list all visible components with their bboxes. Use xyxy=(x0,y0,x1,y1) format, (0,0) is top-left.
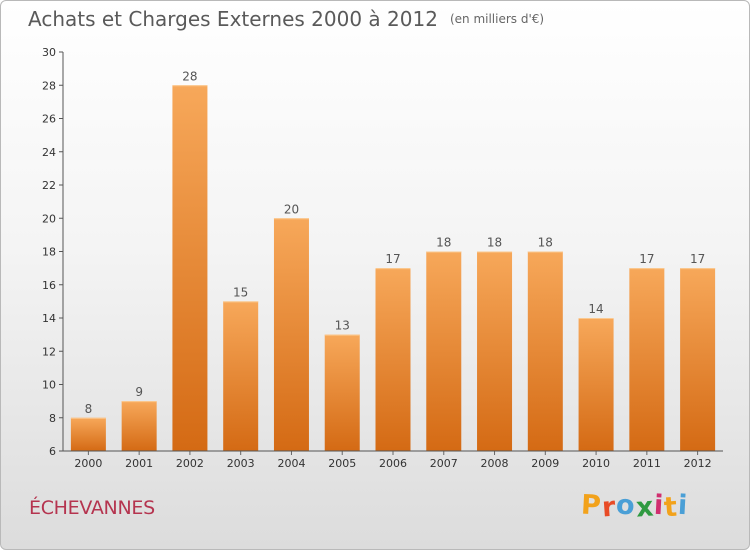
value-label-2012: 17 xyxy=(690,252,705,266)
logo-letter: i xyxy=(677,489,690,522)
y-tick-label-22: 22 xyxy=(42,179,56,192)
y-tick-label-26: 26 xyxy=(42,113,56,126)
x-tick-label-2002: 2002 xyxy=(176,457,204,470)
x-tick-label-2004: 2004 xyxy=(277,457,305,470)
value-label-2009: 18 xyxy=(538,236,553,250)
x-tick-label-2010: 2010 xyxy=(582,457,610,470)
y-tick-label-8: 8 xyxy=(49,412,56,425)
bar-2000 xyxy=(70,417,106,451)
bar-2010 xyxy=(578,318,614,451)
y-tick-label-12: 12 xyxy=(42,345,56,358)
x-tick-label-2011: 2011 xyxy=(633,457,661,470)
bar-2002 xyxy=(172,85,208,451)
y-tick-label-28: 28 xyxy=(42,79,56,92)
y-tick-label-20: 20 xyxy=(42,212,56,225)
value-label-2002: 28 xyxy=(182,69,197,83)
bar-2009 xyxy=(527,251,563,451)
bar-2012 xyxy=(680,268,716,451)
bar-2007 xyxy=(426,251,462,451)
bar-2006 xyxy=(375,268,411,451)
bar-2005 xyxy=(324,334,360,451)
value-label-2005: 13 xyxy=(335,319,350,333)
x-tick-label-2000: 2000 xyxy=(74,457,102,470)
x-tick-label-2001: 2001 xyxy=(125,457,153,470)
y-tick-label-14: 14 xyxy=(42,312,56,325)
x-tick-label-2009: 2009 xyxy=(531,457,559,470)
bar-2011 xyxy=(629,268,665,451)
value-label-2004: 20 xyxy=(284,202,299,216)
x-tick-label-2006: 2006 xyxy=(379,457,407,470)
y-tick-label-18: 18 xyxy=(42,246,56,259)
x-tick-label-2012: 2012 xyxy=(684,457,712,470)
value-label-2000: 8 xyxy=(85,402,93,416)
bar-2001 xyxy=(121,401,157,451)
logo-letter: P xyxy=(580,489,603,522)
bar-2004 xyxy=(273,218,309,451)
value-label-2006: 17 xyxy=(385,252,400,266)
y-tick-label-30: 30 xyxy=(42,46,56,59)
value-label-2001: 9 xyxy=(135,385,143,399)
value-label-2010: 14 xyxy=(588,302,603,316)
x-tick-label-2005: 2005 xyxy=(328,457,356,470)
bar-2003 xyxy=(223,301,259,451)
bar-2008 xyxy=(477,251,513,451)
commune-name: ÉCHEVANNES xyxy=(29,497,155,519)
x-tick-label-2003: 2003 xyxy=(227,457,255,470)
value-label-2008: 18 xyxy=(487,236,502,250)
value-label-2011: 17 xyxy=(639,252,654,266)
x-tick-label-2008: 2008 xyxy=(481,457,509,470)
y-tick-label-6: 6 xyxy=(49,445,56,458)
value-label-2007: 18 xyxy=(436,236,451,250)
x-tick-label-2007: 2007 xyxy=(430,457,458,470)
logo-letter: o xyxy=(615,489,637,522)
value-label-2003: 15 xyxy=(233,285,248,299)
chart-title-text: Achats et Charges Externes 2000 à 2012 xyxy=(28,7,438,31)
chart-subtitle: (en milliers d'€) xyxy=(449,12,545,26)
y-tick-label-16: 16 xyxy=(42,279,56,292)
logo-letter: x xyxy=(634,491,656,524)
y-tick-label-10: 10 xyxy=(42,379,56,392)
y-tick-label-24: 24 xyxy=(42,146,56,159)
proxiti-logo[interactable]: Proxiti xyxy=(580,489,690,524)
chart-title: Achats et Charges Externes 2000 à 2012 (e… xyxy=(28,7,544,31)
